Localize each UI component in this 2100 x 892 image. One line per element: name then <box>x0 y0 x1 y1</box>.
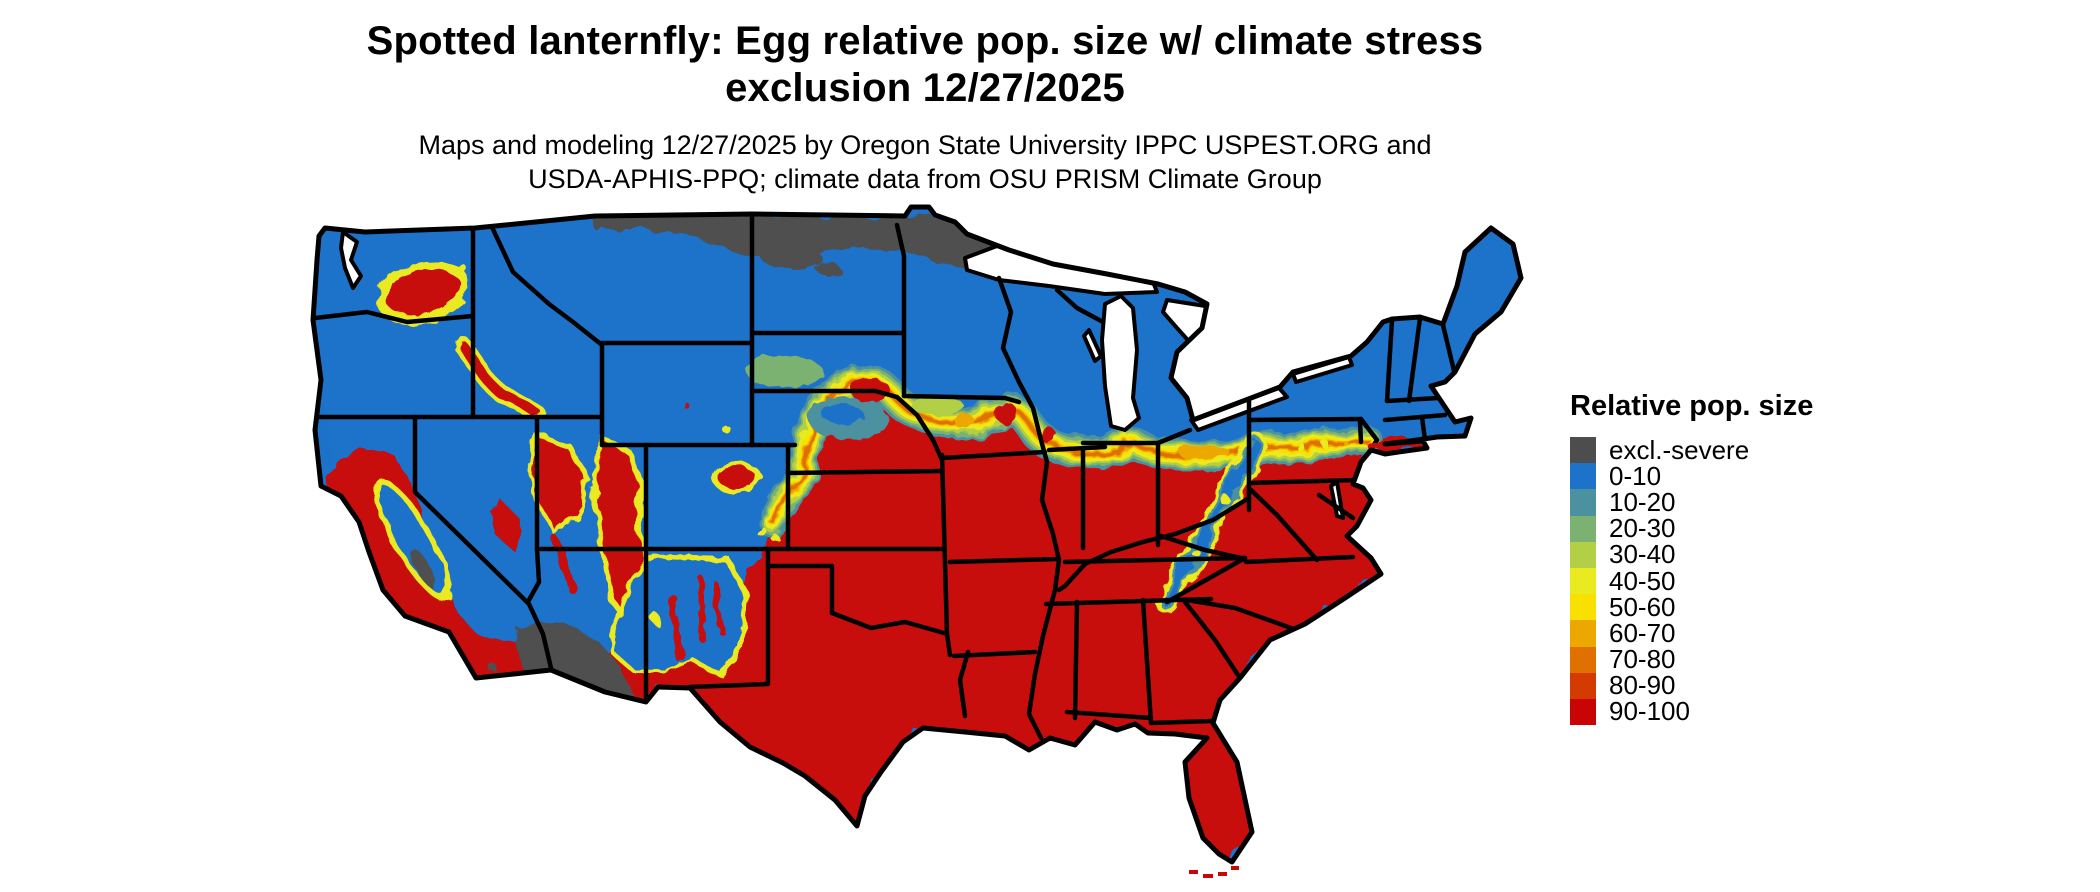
us-map <box>305 200 1540 892</box>
legend-swatch <box>1570 594 1596 621</box>
legend-item: 0-10 <box>1570 460 1870 491</box>
map-title-line1: Spotted lanternfly: Egg relative pop. si… <box>366 19 1484 63</box>
legend-label: 10-20 <box>1609 486 1676 517</box>
map-subtitle-line1: Maps and modeling 12/27/2025 by Oregon S… <box>418 130 1432 161</box>
state-boundaries <box>313 212 1458 741</box>
legend-swatch <box>1570 567 1596 595</box>
legend-label: 0-10 <box>1609 460 1662 491</box>
region-high-pop <box>321 380 1427 862</box>
green-bay <box>1082 328 1103 363</box>
legend-item: 70-80 <box>1570 644 1870 675</box>
puget-sound <box>339 230 363 290</box>
legend-label: 70-80 <box>1609 644 1676 675</box>
legend-label: 50-60 <box>1609 591 1676 622</box>
header: Spotted lanternfly: Egg relative pop. si… <box>0 18 1850 196</box>
legend-label: 30-40 <box>1609 539 1676 570</box>
legend-swatch <box>1570 646 1596 673</box>
legend-item: 80-90 <box>1570 670 1870 701</box>
legend-item: 40-50 <box>1570 565 1870 596</box>
legend-swatch <box>1570 541 1596 568</box>
legend-item: excl.-severe <box>1570 434 1870 465</box>
legend-swatch <box>1570 698 1596 726</box>
legend-item: 50-60 <box>1570 591 1870 622</box>
us-map-svg <box>310 204 1524 878</box>
transition-band <box>747 356 1367 522</box>
legend-swatch <box>1570 463 1596 490</box>
legend-swatch <box>1570 672 1596 699</box>
legend-item: 30-40 <box>1570 539 1870 570</box>
legend-swatch <box>1570 437 1596 464</box>
legend-swatch <box>1570 620 1596 647</box>
legend-label: 60-70 <box>1609 617 1676 648</box>
legend-label: 20-30 <box>1609 513 1676 544</box>
legend-label: 80-90 <box>1609 670 1676 701</box>
legend-item: 10-20 <box>1570 486 1870 517</box>
legend: Relative pop. size excl.-severe 0-10 10-20… <box>1570 390 1870 727</box>
region-excluded-north <box>593 212 1021 280</box>
legend-item: 20-30 <box>1570 513 1870 544</box>
legend-label: 90-100 <box>1609 696 1690 727</box>
lake-michigan <box>1100 294 1141 432</box>
legend-label: excl.-severe <box>1609 434 1750 465</box>
legend-title: Relative pop. size <box>1570 390 1814 422</box>
map-subtitle-line2: USDA-APHIS-PPQ; climate data from OSU PR… <box>528 164 1322 195</box>
florida-keys <box>1189 866 1239 878</box>
map-title-line2: exclusion 12/27/2025 <box>725 66 1125 111</box>
us-outline <box>310 204 1524 865</box>
legend-item: 60-70 <box>1570 617 1870 648</box>
legend-swatch <box>1570 489 1596 516</box>
legend-item: 90-100 <box>1570 696 1870 727</box>
legend-swatch <box>1570 515 1596 542</box>
legend-label: 40-50 <box>1609 565 1676 596</box>
map-subtitle: Maps and modeling 12/27/2025 by Oregon S… <box>0 128 1850 196</box>
legend-items: excl.-severe 0-10 10-20 20-30 30-40 40-50 50-6… <box>1570 434 1870 727</box>
